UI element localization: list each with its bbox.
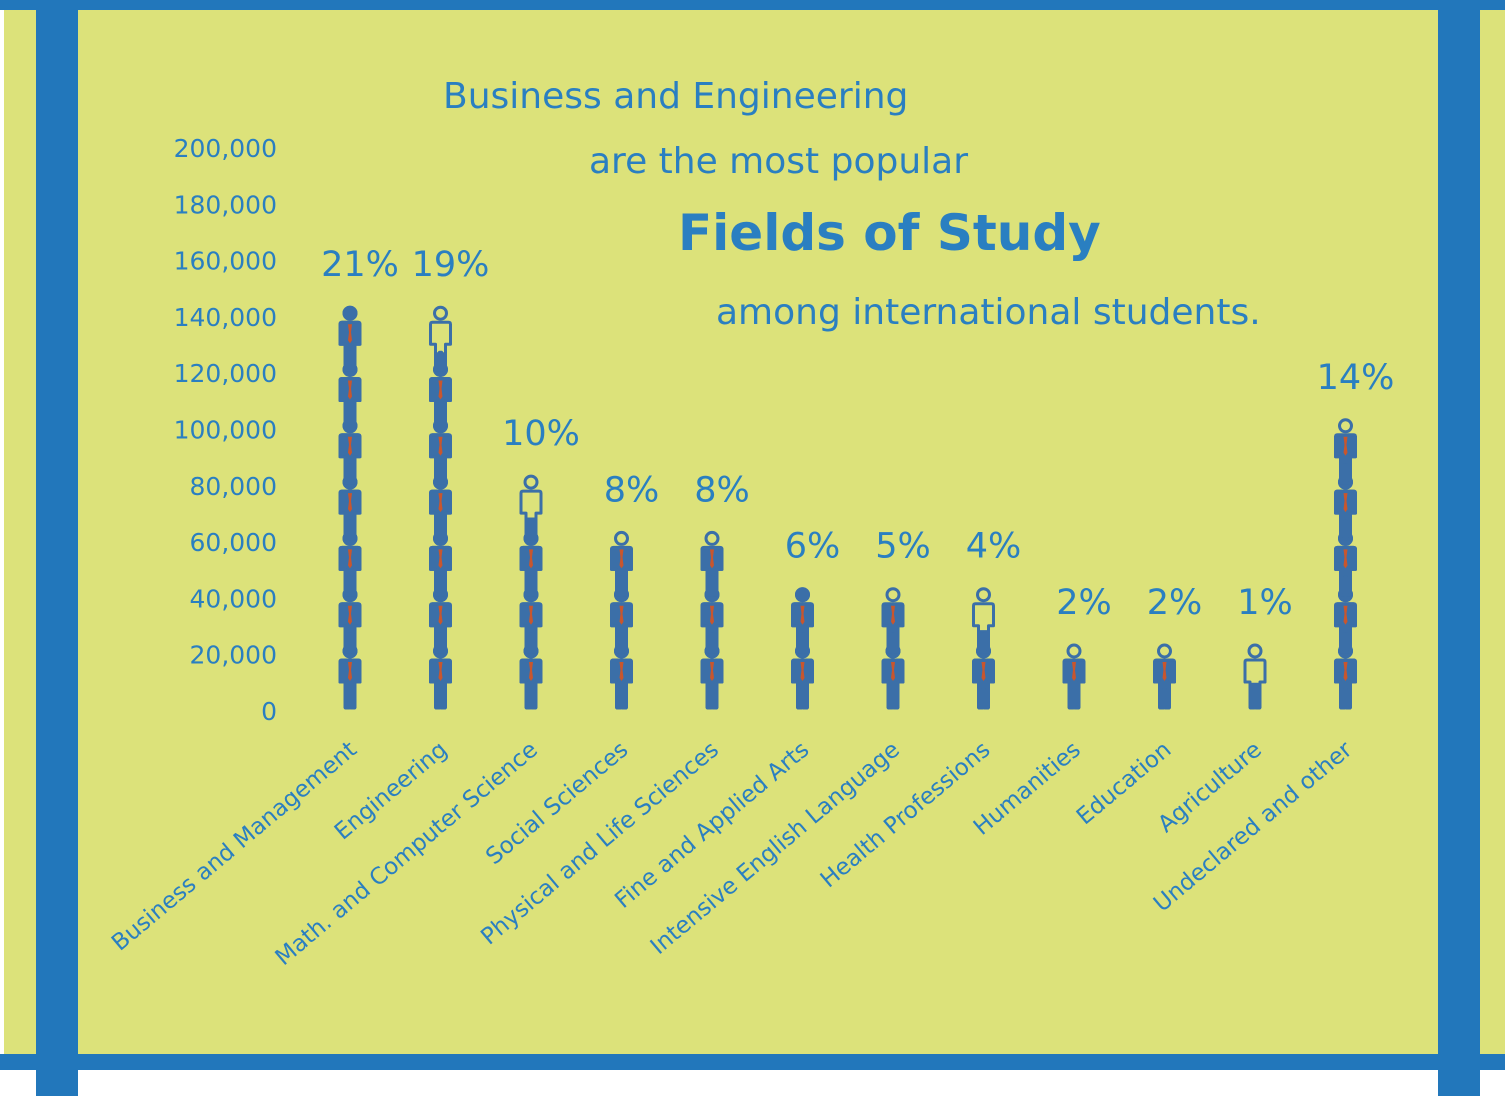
person-icon [429, 418, 452, 485]
person-icon [519, 643, 543, 710]
person-icon [338, 362, 362, 428]
panel-edge-right [1480, 10, 1505, 1054]
person-icon [338, 418, 362, 485]
title-line-3: Fields of Study [678, 204, 1101, 262]
person-icon [1334, 587, 1357, 654]
bar-column [338, 305, 362, 710]
person-icon [972, 643, 995, 710]
frame-top [0, 0, 1505, 10]
bar-column [700, 530, 724, 710]
frame-right [1438, 0, 1480, 1096]
y-tick-label: 120,000 [174, 359, 277, 388]
percent-label: 21% [321, 245, 399, 285]
bar-column [429, 305, 452, 710]
person-icon [429, 362, 452, 428]
person-icon [429, 643, 452, 710]
person-icon [972, 587, 995, 654]
percent-label: 6% [785, 527, 841, 567]
person-icon [881, 587, 905, 654]
person-icon [610, 530, 633, 597]
percent-label: 2% [1056, 583, 1112, 623]
bar-column [1062, 643, 1086, 710]
percent-label: 4% [966, 527, 1022, 567]
bar-column [1334, 418, 1357, 710]
percent-label: 19% [412, 245, 490, 285]
person-icon [519, 530, 543, 597]
percent-label: 10% [502, 414, 580, 454]
bar-column [791, 587, 814, 710]
y-axis: 200,000 180,000 160,000 140,000 120,000 100,0… [174, 134, 277, 726]
person-icon [700, 587, 724, 654]
percent-label: 1% [1237, 583, 1293, 623]
person-icon [338, 530, 362, 597]
person-icon [338, 643, 362, 710]
bar-column [881, 587, 905, 710]
person-icon [338, 587, 362, 654]
percent-label: 8% [694, 470, 750, 510]
person-icon [1062, 643, 1086, 710]
person-icon [700, 530, 724, 597]
person-icon [791, 587, 814, 654]
y-tick-label: 0 [261, 697, 277, 726]
bar-column [610, 530, 633, 710]
percent-label: 5% [875, 527, 931, 567]
bar-column [1153, 643, 1176, 710]
person-icon [519, 474, 543, 541]
person-icon [791, 643, 814, 710]
person-icon [1334, 474, 1357, 541]
person-icon [881, 643, 905, 710]
person-icon [429, 587, 452, 654]
chart-panel [78, 10, 1438, 1054]
percent-label: 8% [604, 470, 660, 510]
y-tick-label: 80,000 [190, 472, 277, 501]
bar-column [1243, 643, 1267, 710]
person-icon [1153, 643, 1176, 710]
y-tick-label: 100,000 [174, 416, 277, 445]
person-icon [429, 305, 452, 372]
person-icon [1334, 530, 1357, 597]
percent-label: 14% [1317, 358, 1395, 398]
title-line-4: among international students. [716, 292, 1261, 333]
y-tick-label: 140,000 [174, 303, 277, 332]
person-icon [1334, 643, 1357, 710]
frame-bottom [0, 1054, 1505, 1070]
title-line-2: are the most popular [589, 141, 969, 182]
category-label: Health Professions [816, 737, 996, 894]
frame-left [36, 0, 78, 1096]
y-tick-label: 200,000 [174, 134, 277, 163]
person-icon [429, 474, 452, 541]
person-icon [700, 643, 724, 710]
panel-edge-left [4, 10, 36, 1054]
bar-column [972, 587, 995, 710]
y-tick-label: 160,000 [174, 247, 277, 276]
y-tick-label: 40,000 [190, 584, 277, 613]
y-tick-label: 60,000 [190, 528, 277, 557]
person-icon [338, 474, 362, 541]
person-icon [429, 530, 452, 597]
person-icon [610, 587, 633, 654]
y-tick-label: 180,000 [174, 190, 277, 219]
person-icon [338, 305, 362, 372]
person-icon [1334, 418, 1357, 485]
percent-label: 2% [1147, 583, 1203, 623]
bar-column [519, 474, 543, 710]
y-tick-label: 20,000 [190, 641, 277, 670]
person-icon [1243, 643, 1267, 710]
person-icon [610, 643, 633, 710]
title-line-1: Business and Engineering [443, 76, 909, 117]
person-icon [519, 587, 543, 654]
